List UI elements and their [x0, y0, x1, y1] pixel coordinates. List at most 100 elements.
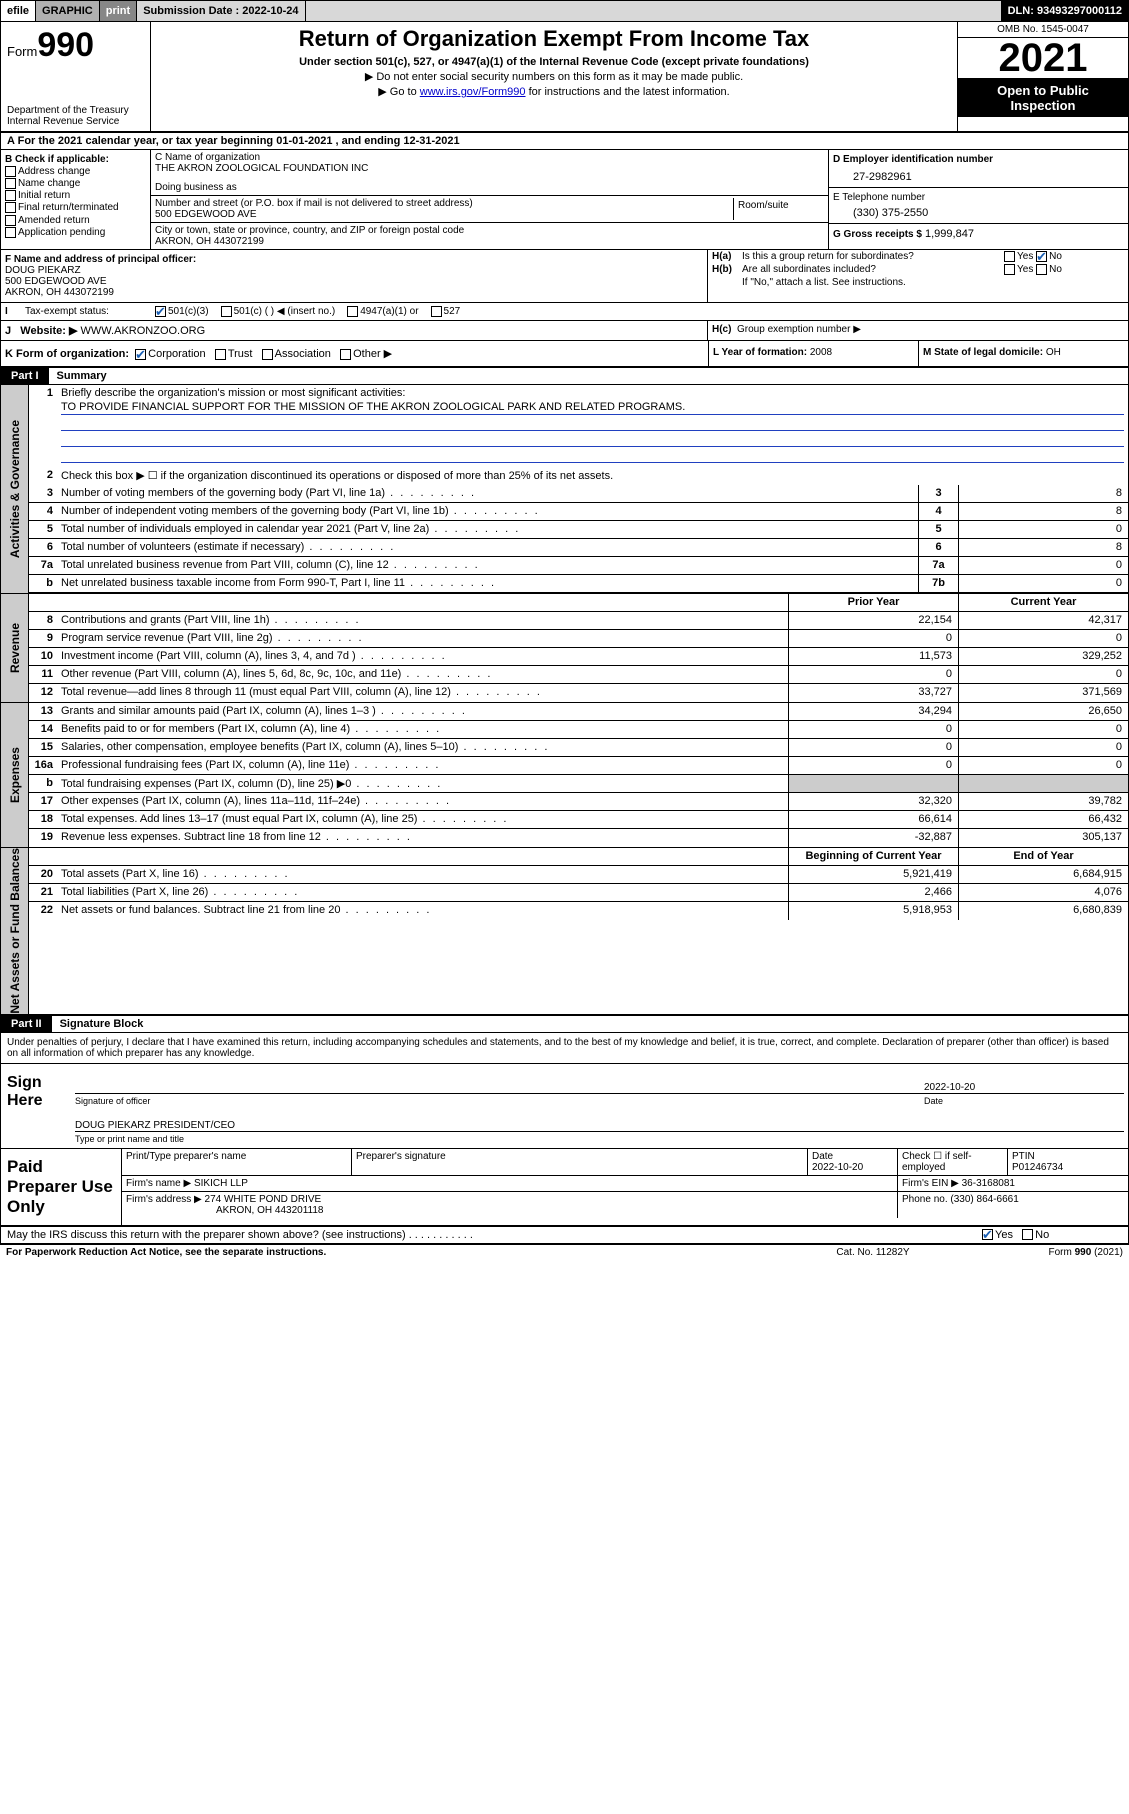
chk-app-pending[interactable]: Application pending [5, 227, 146, 238]
row-desc: Net assets or fund balances. Subtract li… [57, 902, 788, 920]
c-label: C Name of organization [155, 152, 824, 163]
form-header: Form990 Department of the Treasury Inter… [0, 22, 1129, 133]
row-val: 0 [958, 557, 1128, 574]
hb-text: Are all subordinates included? [742, 264, 1004, 275]
row-prior: 5,921,419 [788, 866, 958, 883]
footer-mid: Cat. No. 11282Y [773, 1247, 973, 1258]
c-street-row: Number and street (or P.O. box if mail i… [151, 196, 828, 223]
sig-name: DOUG PIEKARZ PRESIDENT/CEO [75, 1120, 1124, 1131]
lineA-begin: 01-01-2021 [276, 135, 332, 147]
ha-no[interactable] [1036, 251, 1047, 262]
chk-address-change[interactable]: Address change [5, 166, 146, 177]
i-501c[interactable] [221, 306, 232, 317]
row-desc: Total assets (Part X, line 16) [57, 866, 788, 883]
instructions-link[interactable]: www.irs.gov/Form990 [420, 86, 526, 98]
discuss-ans: Yes No [982, 1229, 1122, 1241]
section-activities: Activities & Governance 1 Briefly descri… [0, 385, 1129, 594]
chk-amended[interactable]: Amended return [5, 215, 146, 226]
summary-row: b Net unrelated business taxable income … [29, 575, 1128, 593]
org-name: THE AKRON ZOOLOGICAL FOUNDATION INC [155, 163, 824, 174]
row-desc: Other revenue (Part VIII, column (A), li… [57, 666, 788, 683]
chk-final-return[interactable]: Final return/terminated [5, 202, 146, 213]
part-ii-bar: Part II [1, 1016, 52, 1032]
table-row: 19 Revenue less expenses. Subtract line … [29, 829, 1128, 847]
prep-firm: Firm's name ▶ SIKICH LLP [122, 1176, 898, 1191]
form-990: Form990 [7, 26, 144, 65]
room-label: Room/suite [738, 200, 820, 211]
chk-name-change[interactable]: Name change [5, 178, 146, 189]
discuss-no[interactable] [1022, 1229, 1033, 1240]
row-desc: Total number of individuals employed in … [57, 521, 918, 538]
f-addr1: 500 EDGEWOOD AVE [5, 276, 703, 287]
j-value: WWW.AKRONZOO.ORG [81, 325, 206, 337]
part-i-bar: Part I [1, 368, 49, 384]
prep-label: Paid Preparer Use Only [1, 1149, 121, 1225]
j-label: Website: ▶ [20, 325, 77, 337]
row-curr: 6,684,915 [958, 866, 1128, 883]
k-trust[interactable] [215, 349, 226, 360]
i-527[interactable] [431, 306, 442, 317]
d-value: 27-2982961 [833, 165, 1124, 183]
table-row: 20 Total assets (Part X, line 16) 5,921,… [29, 866, 1128, 884]
row-curr: 0 [958, 739, 1128, 756]
c-name-cell: C Name of organization THE AKRON ZOOLOGI… [151, 150, 828, 196]
row-prior: 0 [788, 666, 958, 683]
title-col: Return of Organization Exempt From Incom… [151, 22, 958, 131]
q1-text: TO PROVIDE FINANCIAL SUPPORT FOR THE MIS… [61, 401, 1124, 415]
sub3-pre: ▶ Go to [378, 86, 419, 98]
rev-header: Prior Year Current Year [29, 594, 1128, 612]
hb-yes[interactable] [1004, 264, 1015, 275]
row-desc: Revenue less expenses. Subtract line 18 … [57, 829, 788, 847]
k-other[interactable] [340, 349, 351, 360]
lineA-mid: , and ending [332, 135, 403, 147]
col-h: H(a) Is this a group return for subordin… [708, 250, 1128, 302]
sign-here-row: Sign Here 2022-10-20 Signature of office… [1, 1064, 1128, 1149]
table-row: 17 Other expenses (Part IX, column (A), … [29, 793, 1128, 811]
ha-label: H(a) [712, 251, 742, 262]
discuss-yes[interactable] [982, 1229, 993, 1240]
subtitle-3: ▶ Go to www.irs.gov/Form990 for instruct… [157, 85, 951, 98]
col-c: C Name of organization THE AKRON ZOOLOGI… [151, 150, 828, 249]
j-website: J Website: ▶ WWW.AKRONZOO.ORG [1, 321, 708, 340]
graphic-button[interactable]: GRAPHIC [36, 1, 100, 21]
row-desc: Salaries, other compensation, employee b… [57, 739, 788, 756]
row-box: 5 [918, 521, 958, 538]
l-year: L Year of formation: 2008 [708, 341, 918, 366]
i-4947[interactable] [347, 306, 358, 317]
k-assoc[interactable] [262, 349, 273, 360]
row-prior: 34,294 [788, 703, 958, 720]
row-prior: 33,727 [788, 684, 958, 702]
row-desc: Total unrelated business revenue from Pa… [57, 557, 918, 574]
i-501c3[interactable] [155, 306, 166, 317]
row-desc: Total expenses. Add lines 13–17 (must eq… [57, 811, 788, 828]
row-curr: 371,569 [958, 684, 1128, 702]
section-netassets: Net Assets or Fund Balances Beginning of… [0, 848, 1129, 1016]
sig-date-val: 2022-10-20 [924, 1082, 1124, 1093]
row-box: 3 [918, 485, 958, 502]
row-desc: Other expenses (Part IX, column (A), lin… [57, 793, 788, 810]
row-curr: 0 [958, 757, 1128, 774]
m-value: OH [1046, 347, 1061, 358]
g-value: 1,999,847 [925, 228, 974, 240]
row-desc: Total revenue—add lines 8 through 11 (mu… [57, 684, 788, 702]
row-curr: 0 [958, 630, 1128, 647]
q2: Check this box ▶ ☐ if the organization d… [57, 467, 1128, 485]
topbar-spacer [306, 1, 1002, 21]
chk-initial-return[interactable]: Initial return [5, 190, 146, 201]
print-button[interactable]: print [100, 1, 137, 21]
c-street-cell: Number and street (or P.O. box if mail i… [155, 198, 734, 220]
row-curr: 0 [958, 666, 1128, 683]
table-row: 14 Benefits paid to or for members (Part… [29, 721, 1128, 739]
row-prior: 22,154 [788, 612, 958, 629]
k-corp[interactable] [135, 349, 146, 360]
hb-no[interactable] [1036, 264, 1047, 275]
prep-ein: Firm's EIN ▶ 36-3168081 [898, 1176, 1128, 1191]
ha-yes[interactable] [1004, 251, 1015, 262]
e-value: (330) 375-2550 [833, 203, 1124, 219]
row-prior: 66,614 [788, 811, 958, 828]
row-prior: 11,573 [788, 648, 958, 665]
prep-ptin: PTINP01246734 [1008, 1149, 1128, 1175]
row-prior: 0 [788, 739, 958, 756]
row-i: I Tax-exempt status: 501(c)(3) 501(c) ( … [0, 303, 1129, 321]
part-i-header: Part I Summary [0, 368, 1129, 385]
